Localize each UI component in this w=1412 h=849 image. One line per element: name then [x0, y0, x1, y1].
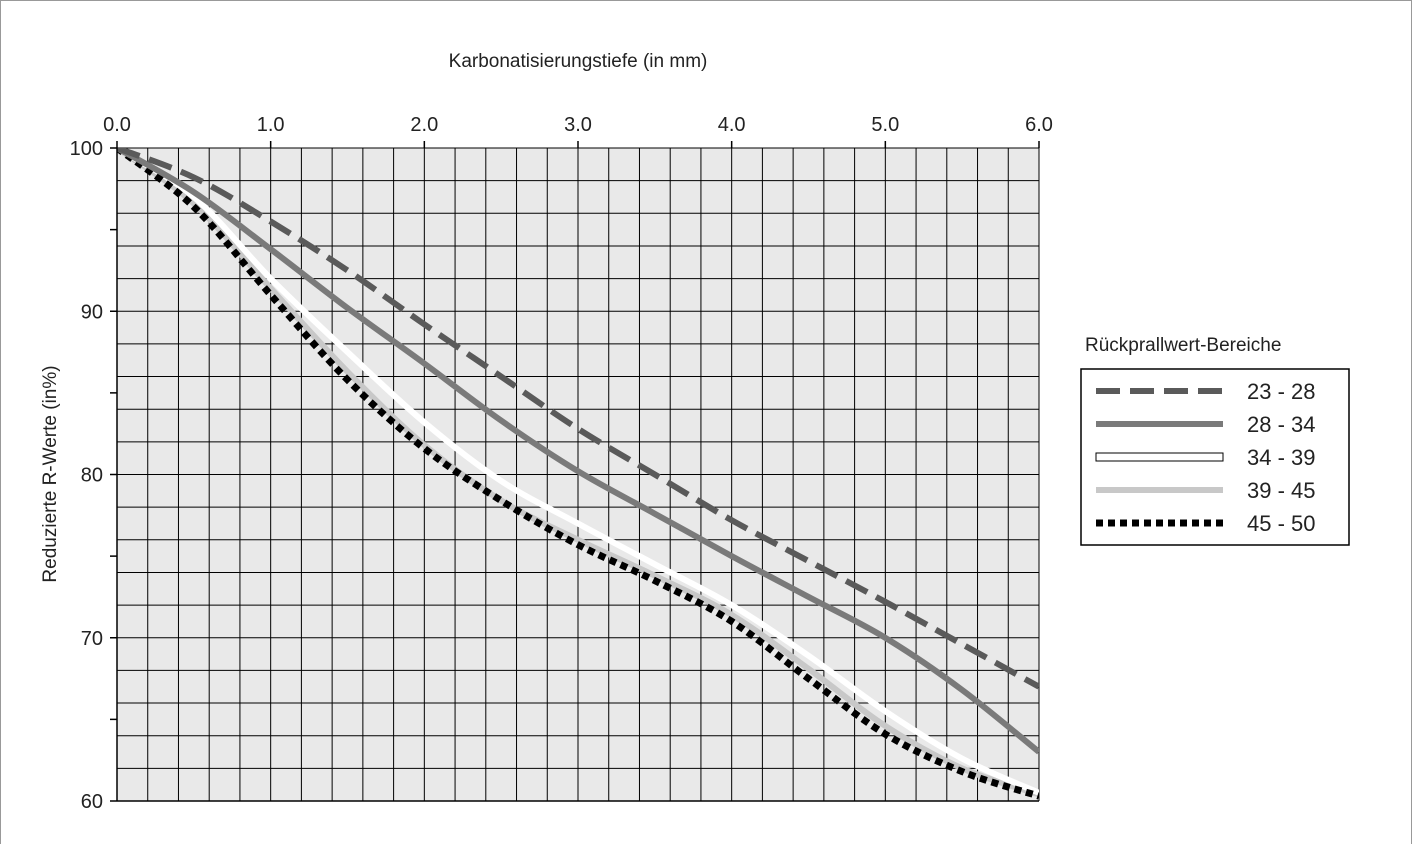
axes	[110, 141, 1040, 802]
y-tick-label: 60	[81, 791, 103, 813]
y-tick-label: 90	[81, 301, 103, 323]
legend-title: Rückprallwert-Bereiche	[1085, 335, 1281, 356]
y-axis-title: Reduzierte R-Werte (in%)	[40, 365, 61, 582]
y-tick-label: 100	[70, 138, 103, 160]
x-tick-label: 4.0	[718, 114, 746, 136]
legend-swatch-34-39	[1095, 452, 1224, 462]
legend-label-34-39: 34 - 39	[1247, 445, 1316, 470]
series-line-39-45	[117, 148, 1039, 798]
legend-label-23-28: 23 - 28	[1247, 379, 1316, 404]
series-line-34-39	[117, 148, 1039, 796]
x-axis-title: Karbonatisierungstiefe (in mm)	[449, 51, 708, 72]
x-tick-label: 1.0	[257, 114, 285, 136]
tick-labels: 0.0 1.0 2.0 3.0 4.0 5.0 6.0 60 70 80 90 100	[70, 114, 1053, 813]
x-tick-label: 3.0	[564, 114, 592, 136]
y-tick-label: 70	[81, 628, 103, 650]
x-tick-label: 6.0	[1025, 114, 1053, 136]
legend: 23 - 28 28 - 34 34 - 39 39 - 45 45 - 50	[1080, 368, 1350, 546]
series-line-45-50	[117, 148, 1039, 800]
series-line-23-28	[117, 148, 1039, 690]
legend-label-39-45: 39 - 45	[1247, 478, 1316, 503]
series-line-28-34	[117, 148, 1039, 755]
legend-label-45-50: 45 - 50	[1247, 511, 1316, 536]
x-tick-label: 5.0	[871, 114, 899, 136]
series-layer	[117, 148, 1039, 800]
legend-label-28-34: 28 - 34	[1247, 412, 1316, 437]
y-tick-label: 80	[81, 465, 103, 487]
x-tick-label: 0.0	[103, 114, 131, 136]
x-tick-label: 2.0	[410, 114, 438, 136]
gridlines	[116, 147, 1040, 802]
